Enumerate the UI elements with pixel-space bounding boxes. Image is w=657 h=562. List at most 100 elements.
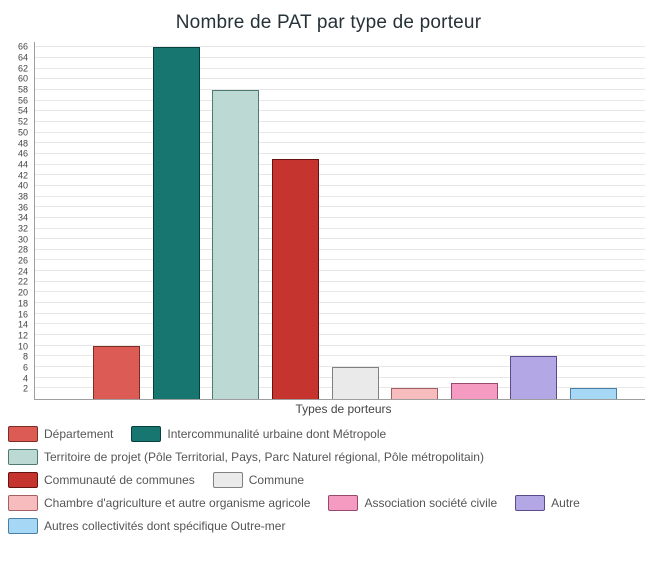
- gridline: [35, 248, 645, 250]
- gridline: [35, 152, 645, 154]
- bar-7[interactable]: [510, 356, 558, 399]
- legend-swatch: [515, 495, 546, 511]
- y-tick-label: 30: [17, 234, 28, 245]
- bar-8[interactable]: [570, 388, 617, 399]
- legend-item-7[interactable]: Autre: [515, 495, 580, 511]
- y-tick-label: 2: [22, 383, 28, 394]
- y-tick-label: 66: [17, 41, 28, 52]
- gridline: [35, 259, 645, 261]
- gridline: [35, 366, 645, 368]
- gridline: [35, 323, 645, 325]
- bars: [35, 42, 645, 399]
- y-tick-label: 46: [17, 148, 28, 159]
- gridline: [35, 142, 645, 144]
- y-tick-label: 18: [17, 298, 28, 309]
- legend-label: Autres collectivités dont spécifique Out…: [44, 519, 286, 533]
- y-tick-label: 10: [17, 341, 28, 352]
- gridline: [35, 67, 645, 69]
- y-tick-label: 28: [17, 244, 28, 255]
- legend-swatch: [328, 495, 359, 511]
- legend-swatch: [131, 426, 162, 442]
- y-tick-label: 26: [17, 255, 28, 266]
- legend-item-8[interactable]: Autres collectivités dont spécifique Out…: [8, 518, 285, 534]
- gridline: [35, 334, 645, 336]
- gridline: [35, 355, 645, 357]
- legend-label: Territoire de projet (Pôle Territorial, …: [44, 450, 484, 464]
- legend-row: Chambre d'agriculture et autre organisme…: [8, 495, 651, 511]
- legend: Département Intercommunalité urbaine dont…: [8, 426, 651, 534]
- y-tick-label: 56: [17, 95, 28, 106]
- plot-wrap: 2 4 6 8 10 12 14 16 18 20 22 24 26 28 30 32 34 36 38 40 42 44…: [6, 42, 653, 400]
- bar-1[interactable]: [152, 47, 200, 399]
- y-tick-label: 38: [17, 191, 28, 202]
- y-tick-label: 22: [17, 276, 28, 287]
- y-tick-label: 6: [22, 362, 28, 373]
- legend-item-6[interactable]: Association société civile: [328, 495, 497, 511]
- y-tick-label: 34: [17, 212, 28, 223]
- gridline: [35, 131, 645, 133]
- gridline: [35, 344, 645, 346]
- gridline: [35, 174, 645, 176]
- bar-2[interactable]: [212, 89, 260, 399]
- legend-item-1[interactable]: Intercommunalité urbaine dont Métropole: [131, 426, 386, 442]
- legend-label: Commune: [248, 473, 305, 487]
- legend-label: Intercommunalité urbaine dont Métropole: [167, 427, 387, 441]
- y-tick-label: 58: [17, 84, 28, 95]
- legend-row: Département Intercommunalité urbaine dont…: [8, 426, 651, 442]
- gridline: [35, 57, 645, 58]
- y-tick-label: 52: [17, 116, 28, 127]
- y-tick-label: 44: [17, 159, 28, 170]
- legend-swatch: [8, 495, 38, 511]
- legend-swatch: [8, 518, 38, 534]
- y-tick-label: 36: [17, 202, 28, 213]
- gridline: [35, 291, 645, 293]
- legend-label: Chambre d'agriculture et autre organisme…: [44, 496, 311, 510]
- y-tick-label: 8: [22, 351, 28, 362]
- legend-label: Autre: [551, 496, 580, 510]
- chart-title: Nombre de PAT par type de porteur: [175, 12, 482, 33]
- legend-item-0[interactable]: Département: [8, 426, 113, 442]
- gridline: [35, 206, 645, 208]
- legend-row: Communauté de communes Commune: [8, 472, 651, 488]
- legend-swatch: [8, 449, 38, 465]
- legend-swatch: [8, 426, 38, 442]
- legend-swatch: [8, 472, 38, 488]
- gridline: [35, 280, 645, 282]
- y-tick-label: 48: [17, 138, 28, 149]
- y-tick-label: 32: [17, 223, 28, 234]
- legend-item-5[interactable]: Chambre d'agriculture et autre organisme…: [8, 495, 310, 511]
- y-tick-label: 14: [17, 319, 28, 330]
- x-axis-label: Types de porteurs: [295, 402, 392, 416]
- bar-4[interactable]: [331, 367, 379, 399]
- legend-swatch: [212, 472, 243, 488]
- legend-item-2[interactable]: Territoire de projet (Pôle Territorial, …: [8, 449, 484, 465]
- legend-label: Communauté de communes: [44, 473, 195, 487]
- gridline: [35, 216, 645, 218]
- gridline: [35, 195, 645, 197]
- grid-layer: [35, 42, 645, 399]
- gridline: [35, 163, 645, 165]
- y-tick-label: 16: [17, 309, 28, 320]
- gridline: [35, 120, 645, 122]
- chart: 2 4 6 8 10 12 14 16 18 20 22 24 26 28 30 32 34 36 38 40 42 44…: [6, 42, 653, 416]
- legend-item-3[interactable]: Communauté de communes: [8, 472, 195, 488]
- bar-0[interactable]: [93, 345, 140, 399]
- gridline: [35, 99, 645, 101]
- gridline: [35, 270, 645, 272]
- bar-5[interactable]: [391, 388, 439, 399]
- gridline: [35, 227, 645, 229]
- gridline: [35, 312, 645, 314]
- bar-3[interactable]: [271, 159, 319, 399]
- y-tick-label: 24: [17, 266, 28, 277]
- gridline: [35, 184, 645, 186]
- y-tick-label: 50: [17, 127, 28, 138]
- legend-label: Association société civile: [364, 496, 498, 510]
- legend-row: Territoire de projet (Pôle Territorial, …: [8, 449, 651, 465]
- gridline: [35, 302, 645, 304]
- bar-6[interactable]: [450, 383, 498, 399]
- legend-item-4[interactable]: Commune: [212, 472, 305, 488]
- gridline: [35, 110, 645, 112]
- gridline: [35, 78, 645, 80]
- y-tick-label: 42: [17, 170, 28, 181]
- gridline: [35, 88, 645, 90]
